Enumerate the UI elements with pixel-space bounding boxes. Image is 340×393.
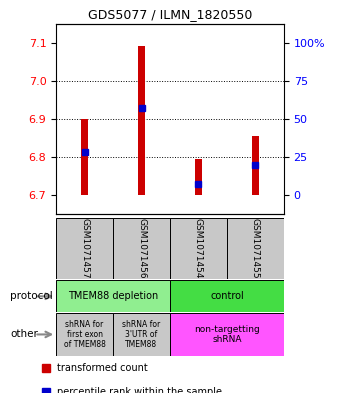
Text: protocol: protocol <box>10 291 53 301</box>
Text: other: other <box>10 329 38 340</box>
Text: percentile rank within the sample: percentile rank within the sample <box>57 387 222 393</box>
Text: GSM1071456: GSM1071456 <box>137 218 146 279</box>
Text: non-targetting
shRNA: non-targetting shRNA <box>194 325 260 344</box>
Bar <box>56 218 113 279</box>
Text: shRNA for
first exon
of TMEM88: shRNA for first exon of TMEM88 <box>64 320 105 349</box>
Bar <box>170 280 284 312</box>
Text: GSM1071454: GSM1071454 <box>194 219 203 279</box>
Bar <box>252 136 259 195</box>
Bar <box>138 46 145 195</box>
Text: TMEM88 depletion: TMEM88 depletion <box>68 291 158 301</box>
Bar <box>113 218 170 279</box>
Title: GDS5077 / ILMN_1820550: GDS5077 / ILMN_1820550 <box>88 8 252 21</box>
Bar <box>113 313 170 356</box>
Text: GSM1071455: GSM1071455 <box>251 218 260 279</box>
Text: control: control <box>210 291 244 301</box>
Text: transformed count: transformed count <box>57 364 148 373</box>
Bar <box>227 218 284 279</box>
Text: shRNA for
3'UTR of
TMEM88: shRNA for 3'UTR of TMEM88 <box>122 320 161 349</box>
Bar <box>170 313 284 356</box>
Bar <box>56 280 170 312</box>
Bar <box>81 119 88 195</box>
Bar <box>56 313 113 356</box>
Bar <box>170 218 227 279</box>
Text: GSM1071457: GSM1071457 <box>80 218 89 279</box>
Bar <box>195 159 202 195</box>
